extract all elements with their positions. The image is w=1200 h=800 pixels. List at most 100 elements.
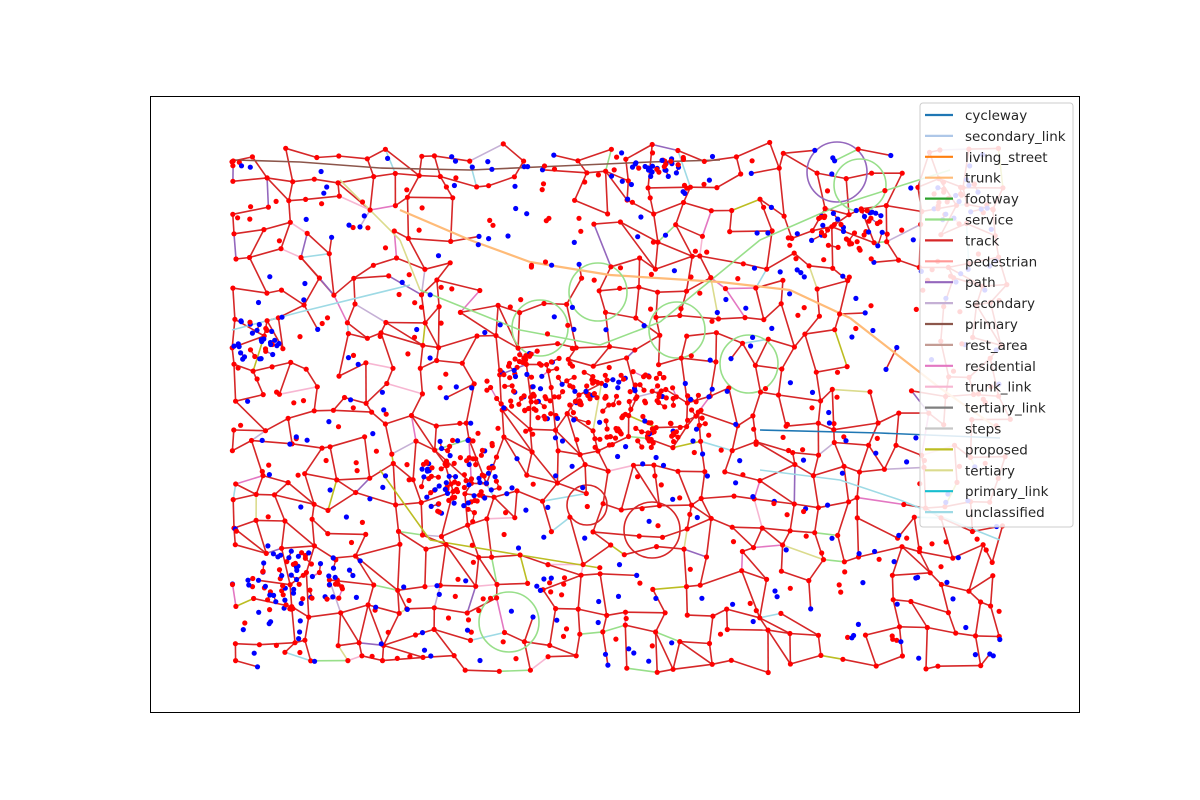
road-segment [382, 656, 424, 662]
road-node [545, 504, 551, 510]
road-segment [232, 214, 235, 234]
road-node [578, 572, 584, 578]
road-node [851, 230, 858, 236]
road-segment [593, 357, 627, 367]
road-node [616, 400, 622, 406]
road-node [787, 585, 793, 591]
road-loop [568, 262, 628, 322]
road-node [803, 533, 809, 539]
road-node [300, 398, 307, 404]
road-node [653, 314, 659, 320]
road-node [608, 146, 615, 152]
road-segment [519, 302, 545, 314]
road-segment [383, 644, 424, 659]
road-segment [399, 239, 421, 291]
road-node [577, 631, 583, 637]
road-segment [605, 170, 629, 182]
road-segment [858, 545, 903, 558]
road-node [815, 505, 822, 511]
road-segment [249, 247, 282, 259]
road-segment [419, 289, 521, 331]
road-node [392, 203, 398, 209]
road-node [514, 456, 520, 462]
road-segment [867, 422, 879, 446]
road-node [668, 421, 674, 427]
road-node [658, 482, 664, 488]
road-node [345, 355, 352, 361]
road-node [528, 399, 534, 405]
road-node [923, 666, 929, 672]
road-segment [789, 633, 792, 665]
road-segment [440, 175, 477, 188]
road-node [404, 462, 410, 468]
road-node [434, 357, 440, 364]
road-node [560, 389, 566, 395]
road-node [249, 154, 255, 160]
road-node [696, 422, 702, 428]
road-node [427, 355, 433, 361]
road-segment [373, 257, 397, 267]
road-node [780, 542, 786, 548]
road-node [625, 196, 631, 202]
road-node [487, 217, 493, 223]
road-node [633, 315, 639, 321]
road-segment [408, 237, 451, 243]
road-node [530, 481, 536, 487]
road-node [972, 652, 979, 658]
road-node [655, 239, 661, 245]
road-node [495, 425, 501, 431]
road-node [714, 185, 720, 191]
road-segment [759, 198, 773, 232]
road-node [551, 394, 558, 400]
road-node [509, 485, 515, 491]
road-node [260, 569, 266, 575]
legend-entry: tertiary [925, 463, 1015, 479]
road-segment [399, 208, 471, 242]
road-segment [602, 615, 608, 633]
road-segment [808, 265, 818, 290]
road-node [738, 171, 744, 177]
road-node [512, 183, 518, 189]
road-segment [344, 396, 367, 405]
road-node [608, 173, 615, 179]
road-node [294, 576, 300, 583]
road-node [816, 313, 823, 319]
road-node [245, 398, 251, 404]
road-node [454, 486, 460, 492]
road-node [822, 213, 828, 219]
road-node [840, 228, 847, 234]
road-node [682, 190, 688, 196]
road-segment [793, 252, 810, 267]
road-node [787, 242, 793, 248]
road-node [608, 264, 614, 270]
road-segment [974, 635, 982, 666]
road-node [233, 481, 239, 487]
road-segment [396, 589, 408, 610]
road-node [420, 342, 426, 348]
road-node [444, 462, 450, 468]
road-segment [867, 444, 886, 470]
road-segment [289, 584, 293, 607]
road-node [278, 552, 284, 558]
road-node [612, 435, 619, 441]
road-node [435, 474, 441, 480]
road-segment [989, 575, 994, 607]
road-node [894, 637, 900, 643]
road-segment [724, 450, 733, 473]
road-node [856, 551, 862, 557]
road-node [868, 256, 874, 262]
road-node [475, 242, 481, 248]
road-segment [654, 612, 666, 633]
road-segment [899, 626, 928, 629]
road-segment [858, 148, 891, 157]
road-segment [490, 556, 498, 585]
road-segment [338, 333, 350, 377]
road-segment [691, 504, 712, 520]
legend-label: steps [965, 422, 1001, 438]
road-node [730, 539, 737, 545]
road-segment [625, 624, 656, 633]
road-segment [741, 550, 768, 580]
road-node [868, 215, 874, 221]
road-node [577, 452, 583, 458]
road-node [235, 365, 241, 371]
